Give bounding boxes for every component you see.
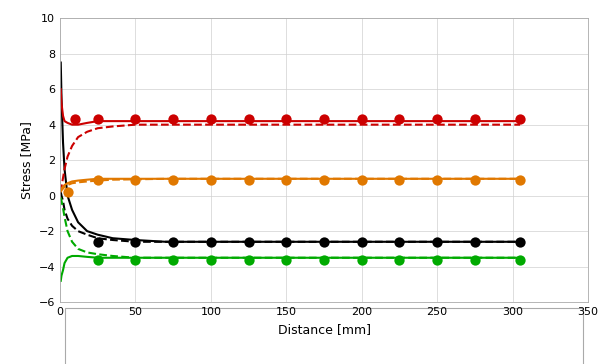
Point: [206, 257, 215, 262]
Point: [93, 177, 103, 183]
Point: [470, 177, 479, 183]
Point: [395, 177, 404, 183]
Point: [93, 257, 103, 262]
Point: [319, 116, 329, 122]
Point: [244, 116, 253, 122]
Point: [470, 239, 479, 245]
Point: [131, 177, 140, 183]
X-axis label: Distance [mm]: Distance [mm]: [277, 323, 371, 336]
Point: [357, 177, 367, 183]
Point: [169, 239, 178, 245]
Point: [515, 116, 525, 122]
Point: [244, 177, 253, 183]
Point: [169, 116, 178, 122]
Point: [281, 257, 291, 262]
Point: [319, 257, 329, 262]
Point: [169, 257, 178, 262]
Point: [433, 257, 442, 262]
Point: [131, 257, 140, 262]
Point: [281, 116, 291, 122]
Point: [470, 257, 479, 262]
Point: [515, 257, 525, 262]
Point: [357, 239, 367, 245]
Point: [433, 239, 442, 245]
Point: [395, 116, 404, 122]
FancyBboxPatch shape: [65, 308, 583, 364]
Point: [206, 177, 215, 183]
Point: [244, 239, 253, 245]
Point: [357, 257, 367, 262]
Point: [281, 177, 291, 183]
Point: [319, 239, 329, 245]
Point: [357, 116, 367, 122]
Point: [131, 116, 140, 122]
Point: [244, 257, 253, 262]
Point: [131, 239, 140, 245]
Point: [319, 177, 329, 183]
Point: [395, 239, 404, 245]
Point: [433, 177, 442, 183]
Point: [515, 239, 525, 245]
Point: [169, 177, 178, 183]
Point: [70, 116, 80, 122]
Point: [281, 239, 291, 245]
Point: [433, 116, 442, 122]
Point: [93, 116, 103, 122]
Y-axis label: Stress [MPa]: Stress [MPa]: [20, 121, 33, 199]
Point: [470, 116, 479, 122]
Point: [93, 239, 103, 245]
Point: [515, 177, 525, 183]
Point: [206, 116, 215, 122]
Point: [206, 239, 215, 245]
Point: [63, 189, 73, 195]
Point: [395, 257, 404, 262]
